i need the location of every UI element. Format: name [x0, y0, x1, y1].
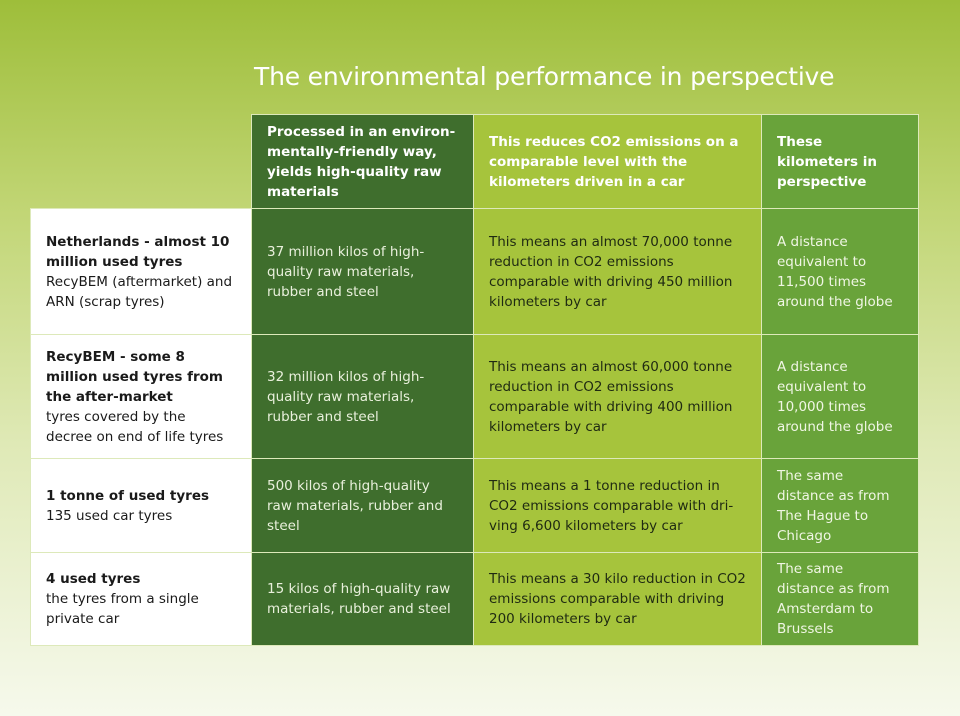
table-row: 4 used tyres the tyres from a single pri… [30, 552, 919, 646]
row-label: 1 tonne of used tyres 135 used car tyres [30, 458, 252, 553]
cell-co2: This means an almost 70,000 tonne reduct… [473, 208, 762, 335]
header-processed: Processed in an environ-mentally-friendl… [251, 114, 474, 209]
cell-processed: 32 million kilos of high-quality raw mat… [251, 334, 474, 459]
row-label-sub: the tyres from a single private car [46, 591, 199, 627]
header-perspective: These kilometers in perspective [761, 114, 919, 209]
cell-perspective: A distance equivalent to 11,500 times ar… [761, 208, 919, 335]
table-row: RecyBEM - some 8 million used tyres from… [30, 334, 919, 459]
row-label: RecyBEM - some 8 million used tyres from… [30, 334, 252, 459]
cell-perspective: A distance equivalent to 10,000 times ar… [761, 334, 919, 459]
cell-co2: This means a 1 tonne reduction in CO2 em… [473, 458, 762, 553]
cell-processed: 500 kilos of high-quality raw materials,… [251, 458, 474, 553]
cell-perspective: The same distance as from The Hague to C… [761, 458, 919, 553]
page-title: The environmental performance in perspec… [254, 62, 835, 91]
header-co2: This reduces CO2 emissions on a comparab… [473, 114, 762, 209]
row-label-title: RecyBEM - some 8 million used tyres from… [46, 348, 224, 405]
table-row: Netherlands - almost 10 million used tyr… [30, 208, 919, 335]
cell-co2: This means a 30 kilo reduction in CO2 em… [473, 552, 762, 646]
cell-co2: This means an almost 60,000 tonne reduct… [473, 334, 762, 459]
row-label-sub: RecyBEM (aftermarket) and ARN (scrap tyr… [46, 273, 233, 310]
row-label: 4 used tyres the tyres from a single pri… [30, 552, 252, 646]
cell-perspective: The same distance as from Amsterdam to B… [761, 552, 919, 646]
row-label-title: 1 tonne of used tyres [46, 487, 210, 504]
table-header-row: Processed in an environ-mentally-friendl… [30, 114, 919, 209]
row-label-sub: 135 used car tyres [46, 507, 173, 524]
performance-table: Processed in an environ-mentally-friendl… [30, 114, 919, 646]
row-label-title: 4 used tyres [46, 571, 141, 587]
table-row: 1 tonne of used tyres 135 used car tyres… [30, 458, 919, 553]
cell-processed: 37 million kilos of high-quality raw mat… [251, 208, 474, 335]
row-label: Netherlands - almost 10 million used tyr… [30, 208, 252, 335]
header-blank-cell [30, 114, 252, 209]
row-label-sub: tyres covered by the decree on end of li… [46, 408, 224, 445]
cell-processed: 15 kilos of high-quality raw materials, … [251, 552, 474, 646]
row-label-title: Netherlands - almost 10 million used tyr… [46, 233, 230, 270]
